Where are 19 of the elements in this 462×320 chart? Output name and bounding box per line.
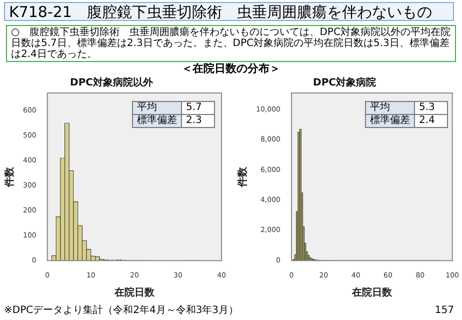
annotation: 平均: [366, 102, 414, 114]
chart-title: DPC対象病院: [313, 76, 376, 89]
y-axis-title: 件数: [236, 166, 249, 188]
annotation: 5.7: [182, 102, 214, 114]
annotation: 標準偏差: [132, 114, 182, 128]
annotation: 標準偏差: [366, 114, 414, 128]
chart-title: DPC対象病院以外: [70, 76, 154, 89]
text: ※DPCデータより集計（令和2年4月～令和3年3月）: [4, 305, 239, 317]
x-axis-title: 在院日数: [350, 286, 393, 299]
text: ○ 腹腔鏡下虫垂切除術 虫垂周囲膿瘍を伴わないものについては、DPC対象病院以外の平均在院日数は5.7日、標準偏差は2.3日であった。また、DPC対象病院の平均在院日数は5.3日、標準偏差は2.4日であった。: [6, 25, 456, 62]
x-axis-title: 在院日数: [113, 286, 156, 299]
text: ＜在院日数の分布＞: [180, 62, 282, 75]
annotation: 2.3: [182, 114, 214, 128]
annotation: 5.3: [414, 102, 448, 114]
annotation: 平均: [132, 102, 182, 114]
y-axis-title: 件数: [4, 166, 16, 188]
annotation: 2.4: [414, 114, 448, 128]
text: K718-21 腹腔鏡下虫垂切除術 虫垂周囲膿瘍を伴わないもの: [4, 2, 454, 21]
text: 157: [434, 305, 454, 317]
